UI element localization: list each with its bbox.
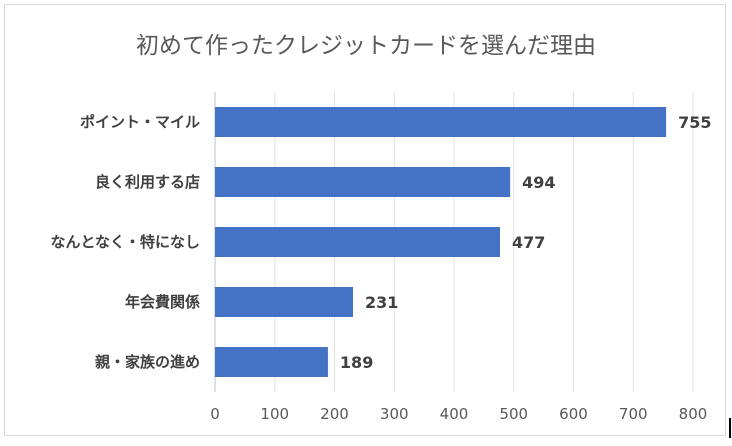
data-label: 189: [340, 353, 373, 372]
category-label: 親・家族の進め: [95, 353, 200, 371]
data-label: 231: [365, 293, 398, 312]
x-tick-label: 800: [679, 405, 708, 423]
data-label: 477: [512, 233, 545, 252]
x-tick-label: 300: [380, 405, 409, 423]
chart-frame: [4, 4, 726, 436]
bar: [215, 287, 354, 317]
x-tick-label: 500: [499, 405, 528, 423]
category-label: ポイント・マイル: [80, 113, 200, 131]
x-tick-label: 100: [260, 405, 289, 423]
bar: [215, 167, 511, 197]
data-label: 494: [522, 173, 555, 192]
bar: [215, 107, 667, 137]
bar: [215, 347, 328, 377]
x-tick-label: 200: [320, 405, 349, 423]
data-label: 755: [678, 113, 711, 132]
x-tick-label: 400: [440, 405, 469, 423]
category-label: 年会費関係: [125, 293, 200, 311]
bar: [215, 227, 501, 257]
x-tick-label: 600: [559, 405, 588, 423]
category-label: なんとなく・特になし: [50, 233, 200, 251]
category-label: 良く利用する店: [95, 173, 200, 191]
x-tick-label: 700: [619, 405, 648, 423]
text-cursor: [729, 418, 731, 438]
chart-title: 初めて作ったクレジットカードを選んだ理由: [136, 33, 596, 59]
x-tick-label: 0: [210, 405, 220, 423]
